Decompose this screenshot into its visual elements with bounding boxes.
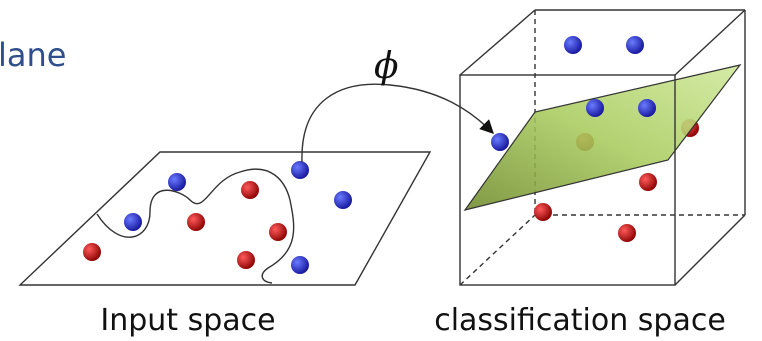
- heading: lane: [0, 36, 66, 74]
- blue-point: [586, 99, 604, 117]
- input-plane: [20, 152, 430, 285]
- blue-point: [291, 161, 309, 179]
- page: lane ϕ Input: [0, 0, 762, 341]
- red-point: [237, 251, 255, 269]
- red-point: [639, 173, 657, 191]
- diagram: lane ϕ Input: [0, 0, 762, 341]
- blue-point: [168, 173, 186, 191]
- mapping-label: ϕ: [374, 46, 399, 87]
- blue-point: [564, 36, 582, 54]
- mapping-arrow: [302, 84, 492, 162]
- cube: [460, 10, 745, 285]
- input-caption: Input space: [100, 303, 275, 338]
- blue-point: [626, 36, 644, 54]
- red-point: [187, 213, 205, 231]
- blue-point: [124, 213, 142, 231]
- blue-point: [491, 133, 509, 151]
- red-point: [269, 223, 287, 241]
- blue-point: [291, 256, 309, 274]
- red-point: [83, 243, 101, 261]
- classification-caption: classification space: [434, 303, 726, 338]
- red-point: [618, 224, 636, 242]
- red-point: [241, 181, 259, 199]
- red-point: [534, 203, 552, 221]
- blue-point: [334, 191, 352, 209]
- blue-point: [638, 99, 656, 117]
